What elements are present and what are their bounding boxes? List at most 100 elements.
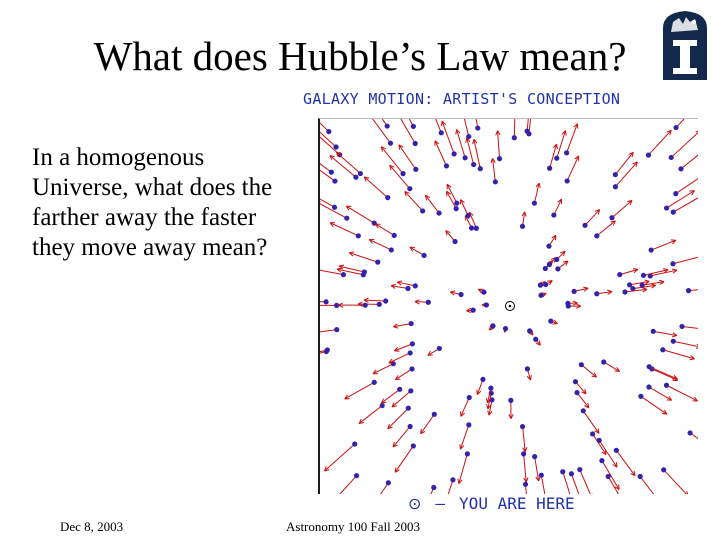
galaxy-dot bbox=[421, 252, 427, 259]
galaxy-dot bbox=[464, 451, 470, 457]
velocity-arrow bbox=[639, 476, 669, 514]
velocity-arrow bbox=[648, 129, 672, 156]
velocity-arrow bbox=[380, 146, 404, 174]
velocity-arrowhead bbox=[392, 442, 395, 448]
velocity-arrow bbox=[556, 130, 566, 159]
velocity-arrowhead bbox=[329, 222, 334, 227]
velocity-arrow bbox=[299, 155, 336, 182]
velocity-arrowhead bbox=[538, 475, 541, 482]
velocity-arrowhead bbox=[521, 211, 526, 217]
velocity-arrowhead bbox=[460, 445, 465, 450]
velocity-arrow bbox=[336, 151, 361, 174]
velocity-arrow bbox=[648, 366, 678, 380]
velocity-arrow bbox=[363, 176, 389, 199]
velocity-arrowhead bbox=[538, 340, 541, 346]
velocity-arrowhead bbox=[409, 246, 414, 252]
velocity-arrowhead bbox=[576, 305, 582, 309]
velocity-arrowhead bbox=[535, 476, 540, 482]
velocity-arrow bbox=[476, 379, 484, 395]
velocity-arrowhead bbox=[336, 151, 342, 155]
velocity-arrowhead bbox=[694, 396, 698, 402]
velocity-arrow bbox=[315, 201, 348, 219]
figure-caption: GALAXY MOTION: ARTIST'S CONCEPTION bbox=[303, 90, 621, 108]
galaxy-dot bbox=[353, 174, 359, 180]
velocity-arrowhead bbox=[572, 302, 578, 306]
galaxy-dot bbox=[483, 302, 490, 308]
galaxy-dot bbox=[408, 320, 414, 327]
galaxy-dot bbox=[612, 184, 619, 190]
velocity-arrowhead bbox=[673, 374, 678, 380]
galaxy-dot bbox=[511, 135, 517, 141]
velocity-arrow bbox=[689, 432, 720, 455]
velocity-arrowhead bbox=[612, 220, 616, 226]
galaxy-dot bbox=[407, 423, 413, 430]
galaxy-dot bbox=[481, 289, 487, 295]
galaxy-dot bbox=[560, 469, 566, 475]
galaxy-dot bbox=[409, 366, 415, 372]
velocity-arrowhead bbox=[466, 307, 472, 312]
velocity-arrowhead bbox=[549, 280, 553, 286]
galaxy-dot bbox=[547, 165, 553, 171]
galaxy-dot bbox=[670, 338, 676, 344]
velocity-arrow bbox=[360, 87, 388, 127]
velocity-arrowhead bbox=[485, 397, 488, 403]
velocity-arrow bbox=[497, 130, 501, 159]
velocity-arrowhead bbox=[593, 372, 597, 378]
galaxy-dot bbox=[405, 405, 411, 411]
velocity-arrowhead bbox=[357, 301, 363, 305]
velocity-arrowhead bbox=[349, 251, 355, 254]
velocity-arrow bbox=[456, 129, 466, 158]
velocity-arrowhead bbox=[372, 369, 377, 375]
velocity-arrowhead bbox=[338, 302, 344, 306]
velocity-arrow bbox=[446, 191, 457, 209]
galaxy-dot bbox=[357, 170, 363, 177]
velocity-arrowhead bbox=[554, 235, 557, 241]
velocity-arrow bbox=[549, 143, 558, 169]
velocity-arrow bbox=[629, 280, 650, 286]
galaxy-dot bbox=[640, 272, 647, 278]
galaxy-dot bbox=[639, 282, 645, 288]
velocity-arrowhead bbox=[424, 195, 427, 201]
galaxy-dot bbox=[326, 128, 332, 135]
velocity-arrowhead bbox=[526, 375, 531, 381]
velocity-arrowhead bbox=[610, 220, 616, 223]
galaxy-dot bbox=[462, 155, 468, 161]
galaxy-dot bbox=[594, 233, 600, 239]
velocity-arrowhead bbox=[495, 130, 499, 136]
velocity-arrow bbox=[389, 164, 411, 189]
velocity-arrowhead bbox=[642, 288, 648, 293]
galaxy-dot bbox=[383, 298, 389, 304]
velocity-arrowhead bbox=[530, 375, 532, 381]
velocity-arrowhead bbox=[584, 388, 587, 395]
velocity-arrow bbox=[387, 407, 409, 430]
galaxy-dot bbox=[590, 431, 596, 437]
galaxy-dot bbox=[626, 282, 633, 288]
galaxy-dot bbox=[388, 247, 394, 253]
galaxy-dot bbox=[568, 471, 575, 477]
velocity-arrowhead bbox=[597, 209, 601, 215]
velocity-arrow bbox=[615, 161, 638, 188]
galaxy-dot bbox=[646, 364, 652, 370]
velocity-arrowhead bbox=[594, 209, 600, 212]
velocity-arrowhead bbox=[663, 409, 668, 415]
velocity-arrowhead bbox=[601, 451, 607, 456]
velocity-arrow bbox=[540, 475, 548, 506]
velocity-arrowhead bbox=[388, 358, 393, 364]
galaxy-dot bbox=[450, 477, 456, 483]
galaxy-dot bbox=[687, 430, 693, 436]
velocity-arrowhead bbox=[420, 428, 422, 434]
galaxy-dot bbox=[413, 166, 419, 172]
velocity-arrow bbox=[473, 139, 481, 169]
velocity-arrow bbox=[404, 191, 424, 212]
velocity-arrowhead bbox=[659, 279, 665, 283]
legend-dash: – bbox=[435, 494, 446, 513]
velocity-arrowhead bbox=[441, 120, 447, 125]
velocity-arrow bbox=[301, 329, 337, 335]
velocity-arrowhead bbox=[445, 230, 448, 236]
velocity-arrow bbox=[346, 205, 375, 224]
galaxy-dot bbox=[571, 288, 577, 295]
velocity-arrow bbox=[680, 142, 714, 170]
velocity-arrow bbox=[344, 381, 375, 400]
velocity-arrow bbox=[615, 450, 636, 477]
velocity-arrowhead bbox=[562, 260, 569, 263]
